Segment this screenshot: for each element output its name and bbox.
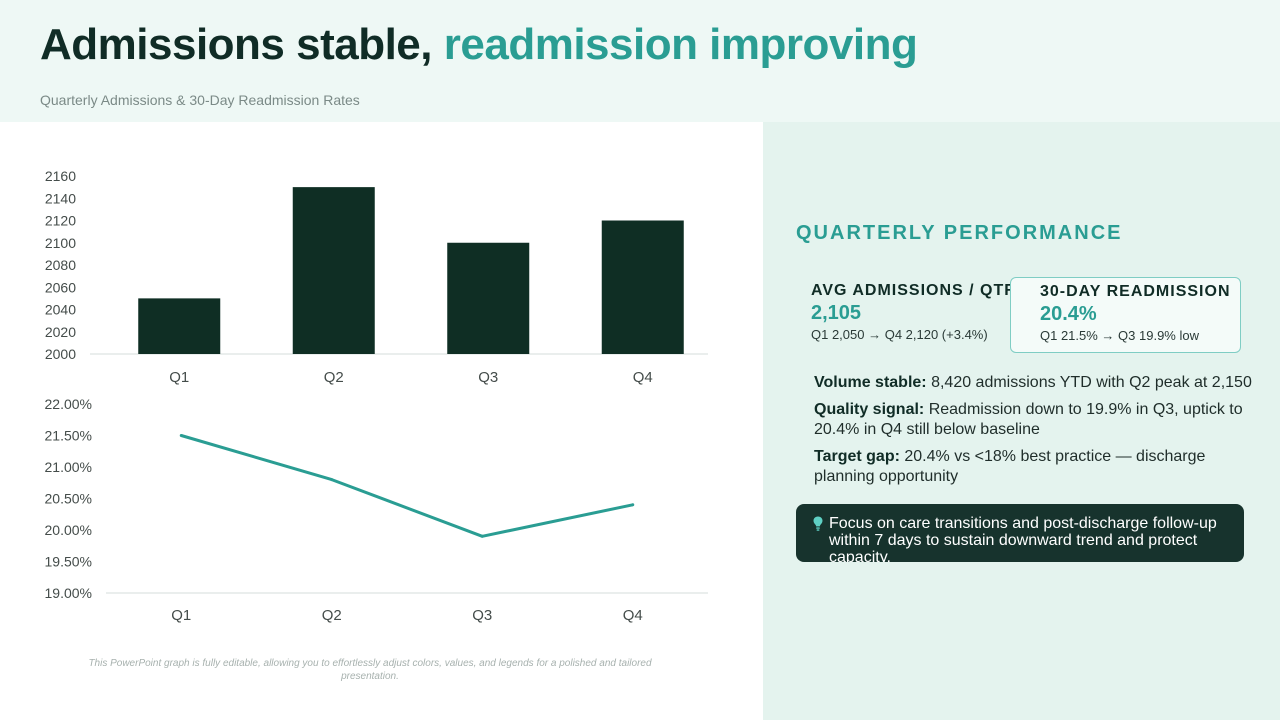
x-tick-label: Q2 bbox=[322, 607, 342, 624]
kpi-label: 30-DAY READMISSION bbox=[1040, 283, 1231, 300]
insight-text: 20.4% vs <18% best practice — discharge … bbox=[814, 448, 1206, 485]
y-tick-label: 19.00% bbox=[45, 585, 92, 601]
insight-lead: Quality signal: bbox=[814, 401, 925, 418]
callout-text: Focus on care transitions and post-disch… bbox=[829, 515, 1217, 562]
lightbulb-icon bbox=[813, 516, 823, 531]
bar-q1 bbox=[138, 298, 221, 354]
x-tick-label: Q3 bbox=[472, 607, 492, 624]
y-tick-label: 22.00% bbox=[45, 396, 92, 412]
page-subtitle: Quarterly Admissions & 30-Day Readmissio… bbox=[40, 92, 360, 108]
y-tick-label: 2020 bbox=[45, 324, 76, 340]
title-main: Admissions stable, bbox=[40, 20, 433, 69]
y-tick-label: 21.50% bbox=[45, 428, 92, 444]
kpi-note: Q1 2,050 → Q4 2,120 (+3.4%) bbox=[811, 327, 988, 342]
x-tick-label: Q3 bbox=[478, 369, 498, 386]
section-title: QUARTERLY PERFORMANCE bbox=[796, 222, 1123, 244]
insight-text: Readmission down to 19.9% in Q3, uptick … bbox=[814, 401, 1243, 438]
insight-volume: Volume stable: 8,420 admissions YTD with… bbox=[814, 373, 1254, 393]
bar-q2 bbox=[292, 187, 375, 354]
y-tick-label: 2000 bbox=[45, 346, 76, 362]
insight-target: Target gap: 20.4% vs <18% best practice … bbox=[814, 447, 1254, 487]
kpi-readmission: 30-DAY READMISSION 20.4% Q1 21.5% → Q3 1… bbox=[1010, 277, 1241, 353]
readmission-series-line bbox=[180, 434, 634, 538]
y-tick-label: 2080 bbox=[45, 257, 76, 273]
y-tick-label: 2140 bbox=[45, 190, 76, 206]
kpi-value: 2,105 bbox=[811, 302, 862, 324]
bar-q4 bbox=[601, 220, 684, 354]
y-tick-label: 2060 bbox=[45, 279, 76, 295]
kpi-avg-admissions: AVG ADMISSIONS / QTR 2,105 Q1 2,050 → Q4… bbox=[798, 277, 1017, 353]
insights-panel bbox=[763, 122, 1280, 720]
insight-quality: Quality signal: Readmission down to 19.9… bbox=[814, 400, 1254, 440]
y-tick-label: 2160 bbox=[45, 168, 76, 184]
kpi-note: Q1 21.5% → Q3 19.9% low bbox=[1040, 328, 1199, 343]
x-tick-label: Q2 bbox=[324, 369, 344, 386]
x-tick-label: Q4 bbox=[633, 369, 653, 386]
y-tick-label: 21.00% bbox=[45, 459, 92, 475]
page-title: Admissions stable, readmission improving bbox=[40, 20, 918, 70]
insight-text: 8,420 admissions YTD with Q2 peak at 2,1… bbox=[926, 374, 1252, 391]
point-q3 bbox=[480, 534, 484, 538]
x-tick-label: Q4 bbox=[623, 607, 643, 624]
y-tick-label: 20.50% bbox=[45, 491, 92, 507]
insight-lead: Target gap: bbox=[814, 448, 900, 465]
x-tick-label: Q1 bbox=[171, 607, 191, 624]
insight-list: Volume stable: 8,420 admissions YTD with… bbox=[814, 373, 1254, 494]
point-q1 bbox=[179, 434, 183, 437]
insight-lead: Volume stable: bbox=[814, 374, 927, 391]
y-tick-label: 2100 bbox=[45, 235, 76, 251]
charts-area: 2000 2020 2040 2060 2080 2100 2120 2140 2160 Q1 Q2… bbox=[45, 168, 708, 624]
kpi-label: AVG ADMISSIONS / QTR bbox=[811, 282, 1017, 299]
header: Admissions stable, readmission improving… bbox=[0, 0, 1280, 122]
y-tick-label: 20.00% bbox=[45, 522, 92, 538]
y-tick-label: 19.50% bbox=[45, 554, 92, 570]
point-q2 bbox=[330, 478, 334, 482]
y-tick-label: 2040 bbox=[45, 302, 76, 318]
callout-box: Focus on care transitions and post-disch… bbox=[796, 504, 1244, 562]
point-q4 bbox=[631, 503, 635, 507]
kpi-value: 20.4% bbox=[1040, 303, 1097, 325]
footnote: This PowerPoint graph is fully editable,… bbox=[88, 658, 652, 682]
title-accent: readmission improving bbox=[443, 20, 918, 69]
x-tick-label: Q1 bbox=[169, 369, 189, 386]
y-tick-label: 2120 bbox=[45, 213, 76, 229]
bar-q3 bbox=[447, 242, 530, 354]
